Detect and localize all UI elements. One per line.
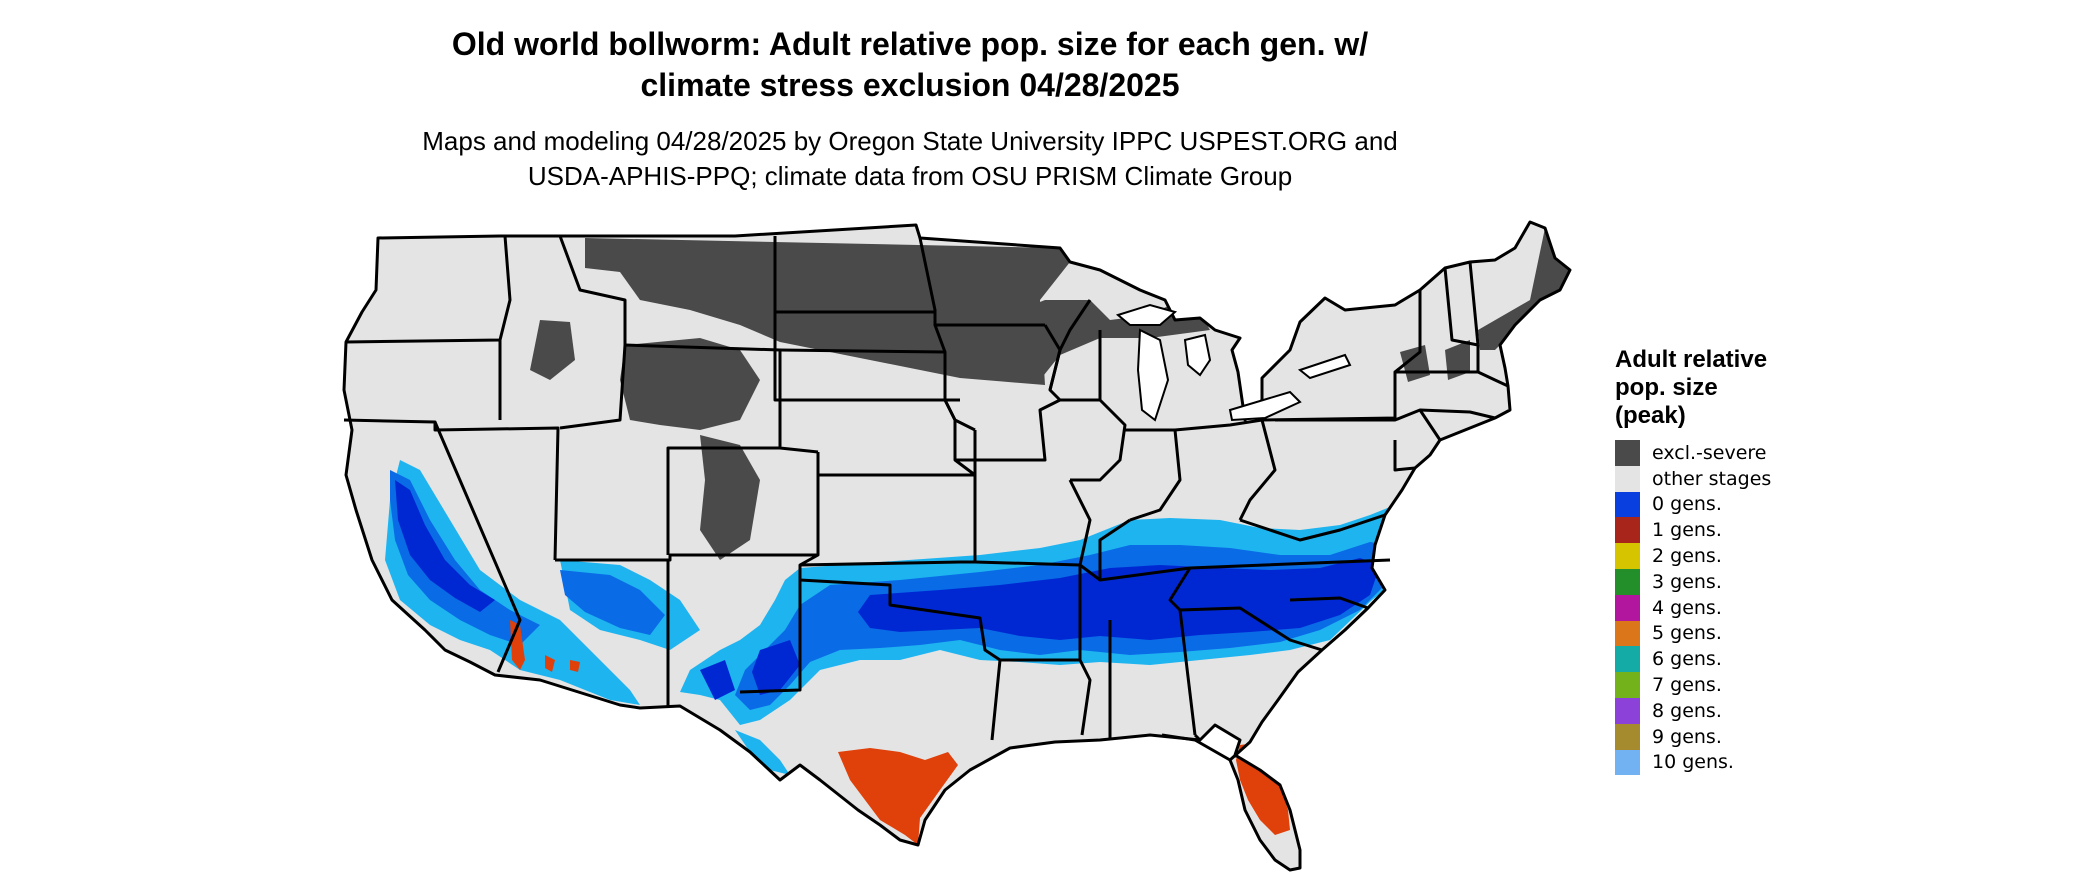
legend-label: other stages [1652,467,1772,490]
legend-item: other stages [1615,465,1815,492]
legend: Adult relative pop. size (peak) excl.-se… [1615,346,1815,776]
legend-item: 7 gens. [1615,672,1815,698]
legend-item: 0 gens. [1615,491,1815,518]
legend-swatch [1615,749,1640,776]
legend-swatch [1615,543,1640,569]
legend-swatch [1615,723,1640,750]
map-title: Old world bollworm: Adult relative pop. … [451,26,1369,103]
legend-swatch [1615,568,1640,595]
legend-item: 10 gens. [1615,749,1815,776]
legend-item: 4 gens. [1615,594,1815,621]
legend-label: 10 gens. [1652,751,1734,774]
legend-swatch [1615,465,1640,492]
legend-item: 1 gens. [1615,517,1815,544]
legend-swatch [1615,440,1640,466]
legend-item: 3 gens. [1615,568,1815,595]
legend-label: 7 gens. [1652,674,1722,697]
legend-item: 9 gens. [1615,723,1815,750]
legend-item: 6 gens. [1615,646,1815,673]
legend-label: 2 gens. [1652,545,1722,568]
legend-label: 9 gens. [1652,725,1722,748]
legend-label: 4 gens. [1652,596,1722,619]
legend-title: Adult relative pop. size (peak) [1615,346,1768,429]
legend-items: excl.-severe other stages 0 gens. 1 gens. 2 … [1615,440,1815,776]
legend-swatch [1615,491,1640,518]
two-gens-region [1240,868,1270,870]
legend-label: 8 gens. [1652,699,1722,722]
legend-swatch [1615,620,1640,647]
legend-item: 5 gens. [1615,620,1815,647]
legend-label: 3 gens. [1652,570,1722,593]
legend-swatch [1615,672,1640,698]
legend-label: excl.-severe [1652,441,1767,464]
legend-swatch [1615,517,1640,544]
great-lakes [1115,303,1352,422]
map-subtitle: Maps and modeling 04/28/2025 by Oregon S… [422,126,1398,191]
legend-swatch [1615,646,1640,673]
legend-label: 0 gens. [1652,493,1722,516]
legend-swatch [1615,697,1640,724]
legend-label: 6 gens. [1652,648,1722,671]
legend-label: 1 gens. [1652,519,1722,542]
legend-item: excl.-severe [1615,440,1815,466]
legend-item: 2 gens. [1615,543,1815,569]
legend-item: 8 gens. [1615,697,1815,724]
legend-swatch [1615,594,1640,621]
legend-label: 5 gens. [1652,622,1722,645]
zero-gens-dark [395,480,1380,700]
